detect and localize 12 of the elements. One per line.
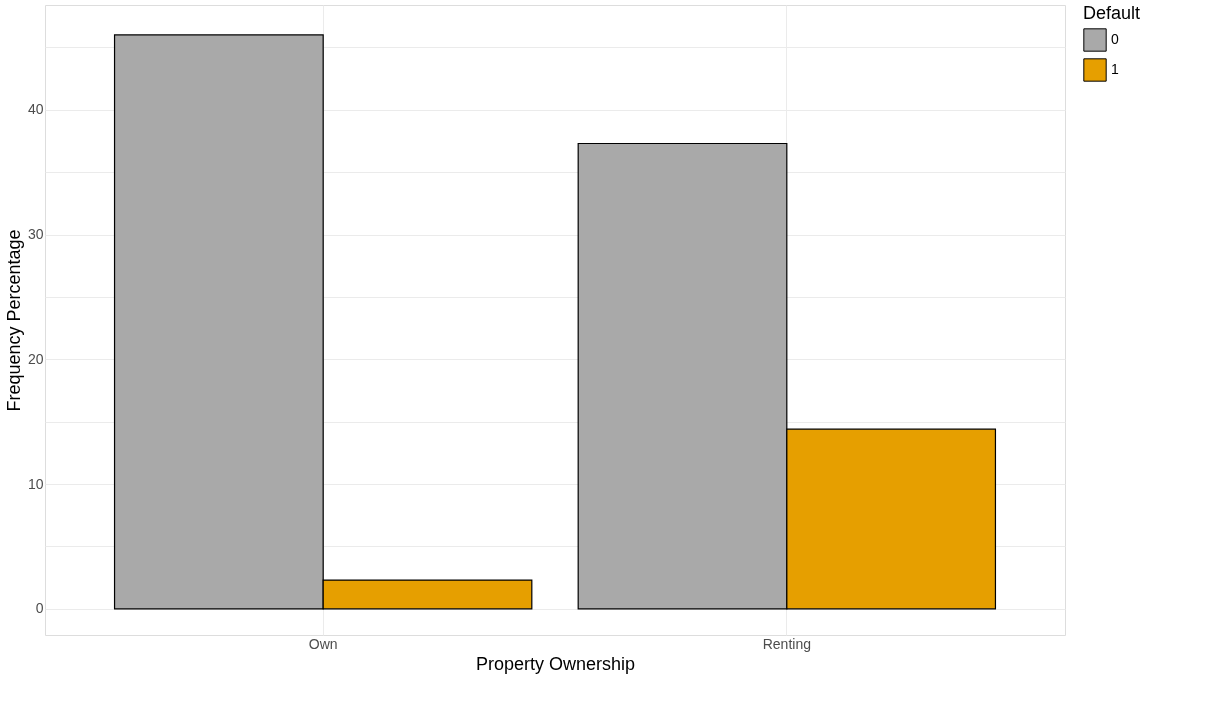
y-tick-label: 0	[35, 600, 44, 617]
legend-label: 0	[1111, 31, 1119, 47]
y-axis-title: Frequency Percentage	[3, 229, 24, 412]
x-axis-title: Property Ownership	[475, 653, 636, 674]
legend-label: 1	[1111, 61, 1119, 77]
y-tick-label: 20	[27, 350, 44, 367]
x-tick-label: Renting	[762, 635, 811, 652]
y-tick-label: 10	[27, 475, 44, 492]
y-tick-label: 40	[27, 101, 44, 118]
y-tick-label: 30	[27, 226, 44, 243]
x-tick-label: Own	[308, 635, 338, 652]
legend-title: Default	[1083, 3, 1141, 23]
